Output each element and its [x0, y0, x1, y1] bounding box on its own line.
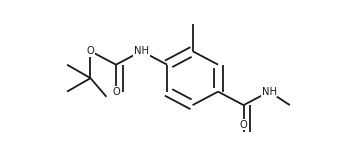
Text: O: O	[87, 46, 95, 56]
Text: NH: NH	[134, 46, 149, 56]
Text: O: O	[240, 120, 247, 130]
Text: O: O	[112, 87, 120, 97]
Text: NH: NH	[262, 87, 276, 97]
